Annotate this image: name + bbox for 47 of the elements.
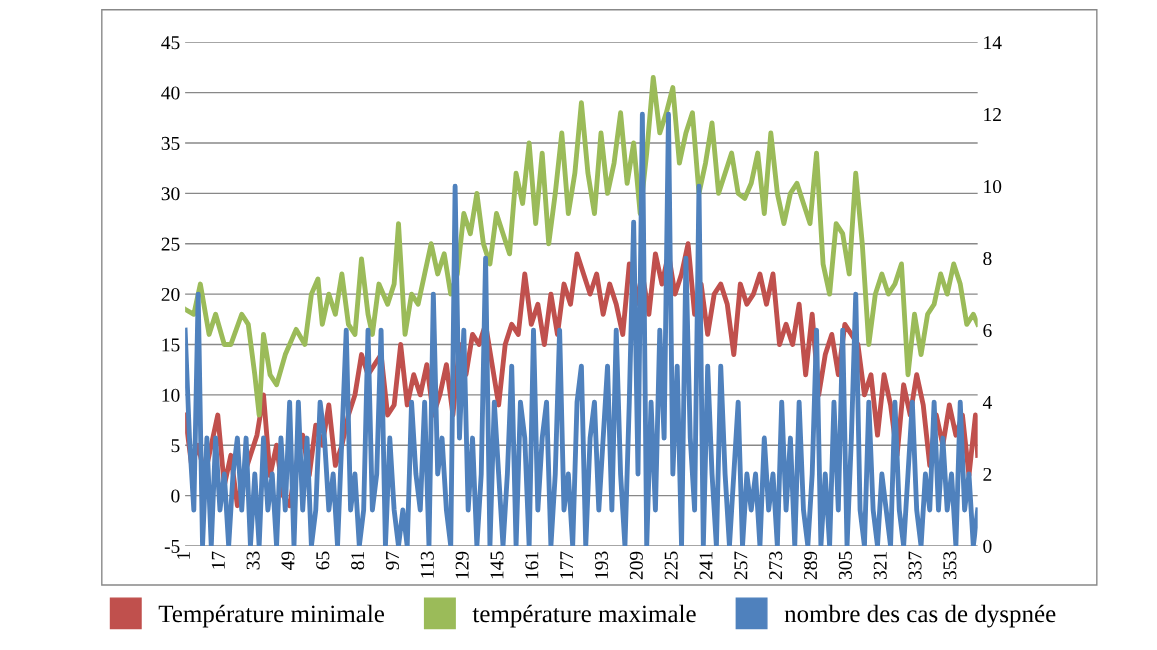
x-tick-label: 145 xyxy=(490,551,504,579)
x-tick-label: 225 xyxy=(664,551,678,580)
y2-tick-label: 6 xyxy=(983,323,992,338)
y2-tick-label: 8 xyxy=(983,251,992,266)
line-series xyxy=(185,75,978,418)
y2-tick-label: 14 xyxy=(984,36,1002,49)
x-tick-label: 65 xyxy=(316,551,330,570)
y2-tick-label: 0 xyxy=(983,539,992,553)
legend-label: Température minimale xyxy=(158,604,385,628)
y-tick-label: 0 xyxy=(171,489,180,503)
x-tick-label: 33 xyxy=(246,551,260,570)
y-tick-label: 40 xyxy=(161,86,180,100)
x-tick-label: 113 xyxy=(420,551,434,578)
x-tick-label: 241 xyxy=(699,552,713,580)
y-tick-label: 45 xyxy=(161,36,180,50)
x-tick-label: 273 xyxy=(769,551,783,580)
x-tick-label: 209 xyxy=(629,551,643,580)
x-tick-label: 97 xyxy=(385,551,400,570)
x-tick-label: 337 xyxy=(908,551,922,580)
y-tick-label: 20 xyxy=(161,287,180,302)
y-tick-label: 10 xyxy=(162,388,180,402)
y2-tick-label: 10 xyxy=(984,179,1002,194)
x-tick-label: 257 xyxy=(734,551,748,580)
line-series xyxy=(185,111,978,546)
x-tick-label: 305 xyxy=(838,551,852,580)
x-tick-label: 353 xyxy=(943,551,957,580)
y2-tick-label: 12 xyxy=(984,108,1001,121)
legend-label: nombre des cas de dyspnée xyxy=(784,604,1056,628)
legend-label: température maximale xyxy=(472,604,696,628)
x-tick-label: 289 xyxy=(803,551,818,580)
y2-tick-label: 4 xyxy=(982,396,992,409)
y-tick-label: 5 xyxy=(171,439,180,453)
x-tick-label: 17 xyxy=(211,551,225,569)
y-tick-label: -5 xyxy=(164,540,180,553)
x-tick-label: 129 xyxy=(455,551,469,579)
x-tick-label: 81 xyxy=(351,552,365,570)
y-tick-label: 25 xyxy=(161,237,180,251)
x-tick-label: 321 xyxy=(873,552,887,580)
x-tick-label: 49 xyxy=(281,551,295,570)
x-tick-label: 1 xyxy=(176,552,190,559)
y2-tick-label: 2 xyxy=(983,467,992,481)
y-tick-label: 30 xyxy=(161,187,180,201)
x-tick-label: 161 xyxy=(525,552,539,579)
y-tick-label: 35 xyxy=(161,136,180,150)
y-tick-label: 15 xyxy=(162,338,180,352)
x-tick-label: 193 xyxy=(594,551,609,579)
x-tick-label: 177 xyxy=(560,551,573,579)
